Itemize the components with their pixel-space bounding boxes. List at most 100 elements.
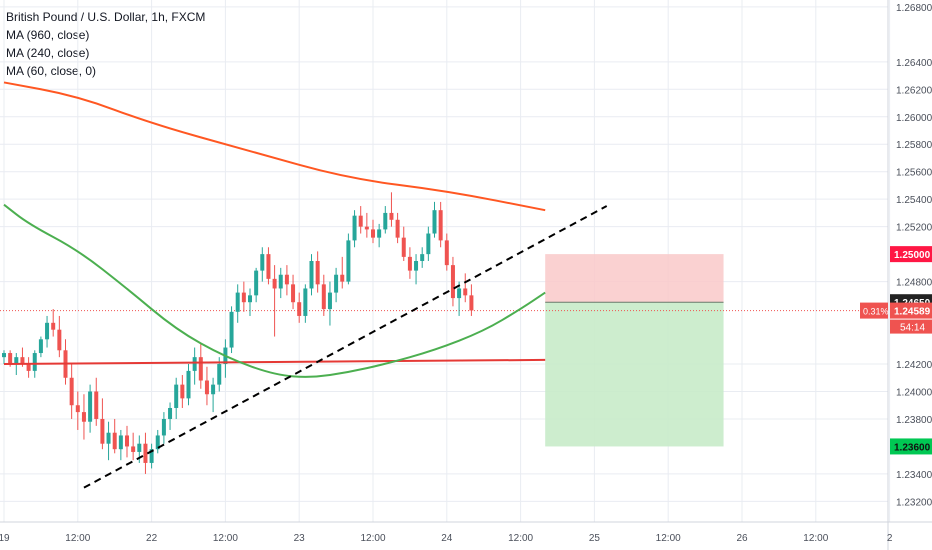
candle-body: [69, 377, 74, 406]
candle: [254, 267, 259, 303]
candle: [291, 274, 296, 310]
candle: [407, 247, 412, 279]
candle-body: [81, 412, 86, 422]
ma-240-line: [3, 81, 546, 212]
candle-body: [241, 292, 246, 303]
candle: [180, 375, 185, 408]
candle-body: [358, 215, 363, 227]
candle-body: [303, 288, 308, 316]
legend-ma-60: MA (60, close, 0): [6, 64, 97, 78]
candle-body: [463, 288, 468, 296]
candle: [63, 339, 68, 385]
candle: [444, 233, 449, 271]
candle: [309, 254, 314, 296]
candle-body: [45, 322, 50, 340]
candle-body: [229, 311, 234, 348]
candle-body: [346, 240, 351, 282]
candle: [94, 377, 99, 426]
time-tick-label: 12:00: [508, 533, 533, 544]
candle-body: [149, 449, 154, 463]
time-tick-label: 12:00: [803, 533, 828, 544]
candle: [131, 432, 136, 461]
candle-body: [407, 256, 412, 271]
candle-body: [217, 364, 222, 385]
candle-body: [32, 353, 37, 371]
candle-body: [75, 405, 80, 413]
candle: [198, 343, 203, 389]
time-tick-label: 2: [887, 533, 893, 544]
time-tick-label: 12:00: [360, 533, 385, 544]
candle: [303, 284, 308, 323]
time-tick-label: 12:00: [213, 533, 238, 544]
candle: [235, 284, 240, 323]
legend-ma-240: MA (240, close): [6, 46, 90, 60]
candle: [401, 226, 406, 261]
candle-body: [254, 270, 259, 296]
candle-body: [321, 284, 326, 310]
candle: [174, 377, 179, 419]
candle: [161, 412, 166, 444]
price-tick-label: 1.26200: [896, 85, 932, 96]
candle: [297, 292, 302, 323]
candle-body: [469, 295, 474, 311]
candle-body: [377, 229, 382, 238]
price-tick-label: 1.25400: [896, 195, 932, 206]
candle-body: [284, 274, 289, 285]
candle-body: [20, 357, 25, 365]
candle-body: [186, 370, 191, 399]
candle: [2, 350, 6, 365]
time-tick-label: 12:00: [656, 533, 681, 544]
candle-body: [180, 384, 185, 399]
candle-body: [426, 233, 431, 255]
candle: [377, 223, 382, 248]
time-tick-label: 26: [736, 533, 748, 544]
candle-body: [457, 288, 462, 299]
legend-symbol-title: British Pound / U.S. Dollar, 1h, FXCM: [6, 10, 206, 24]
countdown-bg: [890, 319, 932, 334]
candle-body: [88, 391, 93, 422]
candle: [463, 273, 468, 303]
candle: [143, 432, 148, 474]
candle: [340, 256, 345, 289]
candle-body: [26, 364, 31, 371]
candle: [26, 357, 31, 378]
ma-60-line: [3, 203, 546, 378]
current-price-badge-bg: [890, 302, 932, 319]
price-tick-label: 1.25800: [896, 140, 932, 151]
candle: [106, 421, 111, 461]
candle-body: [204, 380, 209, 395]
candle-body: [309, 261, 314, 289]
candle-body: [297, 302, 302, 316]
trendline: [83, 205, 608, 489]
ma-960-line: [3, 358, 546, 366]
candle: [389, 192, 394, 227]
candle: [112, 418, 117, 454]
candle-body: [315, 261, 320, 285]
candle: [125, 425, 129, 458]
time-tick-label: 22: [146, 533, 158, 544]
candlesticks: [2, 192, 474, 474]
candle: [266, 247, 271, 285]
candle: [420, 247, 425, 268]
candle-body: [395, 219, 400, 238]
candle: [186, 364, 191, 406]
candle: [81, 394, 86, 440]
candle: [450, 256, 455, 307]
candle-body: [266, 254, 271, 279]
candle: [248, 288, 252, 316]
candle: [371, 219, 375, 244]
candle-body: [438, 210, 443, 241]
candle: [438, 201, 443, 248]
candle-body: [192, 357, 197, 371]
candle: [272, 265, 277, 337]
price-tick-label: 1.25200: [896, 223, 932, 234]
candle: [432, 201, 437, 238]
price-tick-label: 1.26800: [896, 3, 932, 14]
candle-body: [291, 284, 296, 303]
candle-body: [174, 384, 179, 408]
candle: [223, 339, 228, 378]
candle: [383, 206, 388, 234]
candle-body: [389, 212, 394, 220]
candle-body: [14, 357, 19, 365]
